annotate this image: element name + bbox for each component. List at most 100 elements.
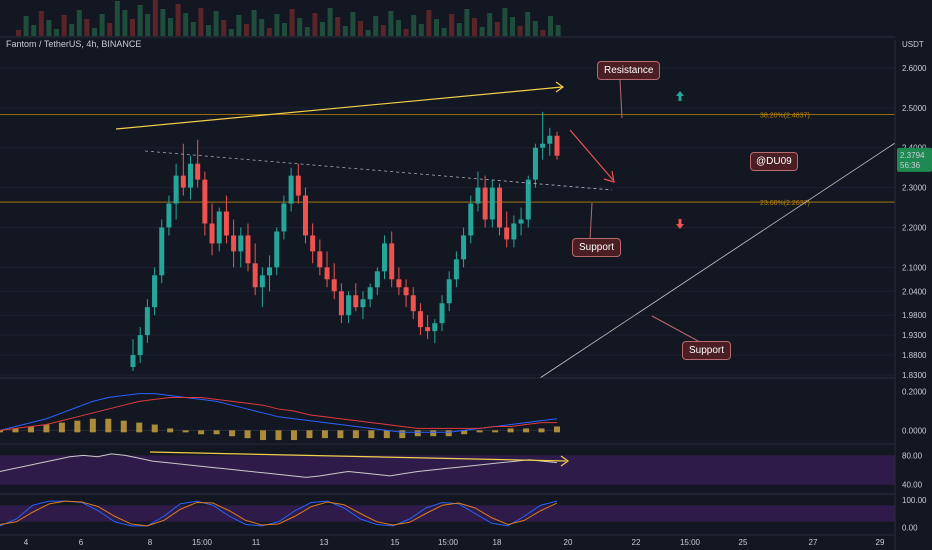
price-tick-label: 2.5000 bbox=[902, 104, 927, 113]
candle-body bbox=[281, 203, 287, 232]
candle-body bbox=[274, 231, 280, 268]
candle-body bbox=[446, 279, 452, 304]
macd-histogram-bar bbox=[554, 426, 560, 433]
macd-tick-label: 0.0000 bbox=[902, 426, 927, 435]
candle-body bbox=[525, 179, 531, 220]
macd-histogram-bar bbox=[58, 422, 65, 433]
volume-bar bbox=[160, 9, 166, 36]
time-tick-label: 8 bbox=[148, 538, 153, 547]
macd-histogram-bar bbox=[290, 430, 297, 441]
volume-bar bbox=[320, 22, 325, 36]
macd-histogram-bar bbox=[507, 428, 514, 433]
macd-histogram-bar bbox=[260, 430, 267, 441]
red-down-arrow-icon bbox=[676, 219, 684, 229]
candle-body bbox=[432, 323, 438, 332]
candle-body bbox=[231, 235, 237, 252]
volume-bar bbox=[61, 15, 67, 36]
time-tick-label: 27 bbox=[809, 538, 818, 547]
volume-bar bbox=[175, 4, 181, 36]
macd-histogram-bar bbox=[368, 430, 375, 439]
volume-bar bbox=[517, 26, 523, 36]
candle-body bbox=[302, 195, 308, 236]
symbol-header: Fantom / TetherUS, 4h, BINANCE bbox=[6, 39, 142, 49]
volume-bar bbox=[456, 23, 462, 36]
rsi-line bbox=[0, 453, 558, 478]
volume-bar bbox=[236, 15, 242, 36]
price-tick-label: 2.1000 bbox=[902, 263, 927, 272]
volume-bar bbox=[312, 13, 318, 36]
candle-body bbox=[389, 243, 395, 280]
volume-bar bbox=[555, 25, 561, 36]
macd-histogram-bar bbox=[12, 428, 19, 433]
candle-body bbox=[317, 251, 323, 268]
macd-histogram-bar bbox=[0, 430, 3, 433]
candle-body bbox=[252, 263, 258, 288]
time-tick-label: 6 bbox=[79, 538, 84, 547]
volume-bar bbox=[130, 19, 135, 36]
volume-bar bbox=[244, 24, 249, 36]
currency-label: USDT bbox=[902, 40, 924, 49]
stoch-tick-label: 0.00 bbox=[902, 523, 918, 532]
candle-body bbox=[187, 163, 193, 188]
macd-histogram-bar bbox=[43, 424, 50, 433]
volume-bar bbox=[46, 20, 52, 36]
price-tick-label: 2.3000 bbox=[902, 184, 927, 193]
volume-bar bbox=[525, 12, 531, 36]
volume-bar bbox=[426, 10, 432, 36]
candle-body bbox=[346, 295, 352, 316]
macd-histogram-bar bbox=[445, 430, 452, 437]
candle-body bbox=[532, 147, 538, 180]
time-tick-label: 22 bbox=[632, 538, 641, 547]
green-up-arrow-icon bbox=[676, 91, 684, 101]
candle-body bbox=[267, 267, 273, 276]
price-tick-label: 2.2000 bbox=[902, 223, 927, 232]
volume-bar bbox=[365, 30, 371, 36]
macd-histogram-bar bbox=[523, 428, 530, 433]
macd-histogram-bar bbox=[74, 420, 81, 433]
macd-histogram-bar bbox=[461, 430, 468, 435]
volume-bar bbox=[464, 9, 470, 36]
dashed-trendline bbox=[144, 150, 613, 191]
time-tick-label: 15 bbox=[391, 538, 400, 547]
macd-histogram-bar bbox=[89, 418, 96, 433]
stoch-d-line bbox=[0, 500, 558, 527]
macd-histogram-bar bbox=[337, 430, 344, 439]
author-watermark: @DU09 bbox=[750, 152, 798, 171]
candle-body bbox=[360, 299, 366, 308]
macd-histogram-bar bbox=[352, 430, 359, 439]
volume-bar bbox=[107, 23, 113, 36]
price-tick-label: 1.8800 bbox=[902, 351, 927, 360]
candle-body bbox=[547, 135, 553, 144]
candle-body bbox=[504, 227, 510, 240]
candle-body bbox=[324, 267, 330, 280]
candle-body bbox=[475, 187, 481, 204]
candle-body bbox=[453, 259, 459, 280]
volume-bar bbox=[297, 18, 303, 36]
rsi-divergence-arrowhead bbox=[560, 455, 570, 467]
volume-bar bbox=[274, 14, 280, 36]
candle-body bbox=[403, 287, 409, 296]
volume-bar bbox=[396, 20, 401, 36]
time-tick-label: 4 bbox=[24, 538, 29, 547]
volume-bar bbox=[38, 11, 44, 36]
support-callout-2: Support bbox=[682, 341, 732, 360]
candle-body bbox=[202, 179, 208, 224]
macd-tick-label: 0.2000 bbox=[902, 388, 927, 397]
volume-bar bbox=[502, 8, 508, 36]
volume-bar bbox=[510, 17, 515, 36]
volume-bar bbox=[16, 30, 21, 36]
volume-bar bbox=[183, 13, 189, 36]
candle-body bbox=[130, 355, 136, 368]
time-tick-label: 15:00 bbox=[192, 538, 213, 547]
volume-bar bbox=[358, 21, 363, 36]
rsi-tick-label: 40.00 bbox=[902, 481, 923, 490]
macd-histogram-bar bbox=[244, 430, 251, 439]
candle-body bbox=[295, 175, 301, 196]
macd-histogram-bar bbox=[229, 430, 236, 437]
volume-bar bbox=[479, 27, 485, 36]
candle-body bbox=[554, 135, 560, 156]
bearish-arrow-line bbox=[569, 129, 614, 181]
price-tick-label: 2.6000 bbox=[902, 64, 927, 73]
